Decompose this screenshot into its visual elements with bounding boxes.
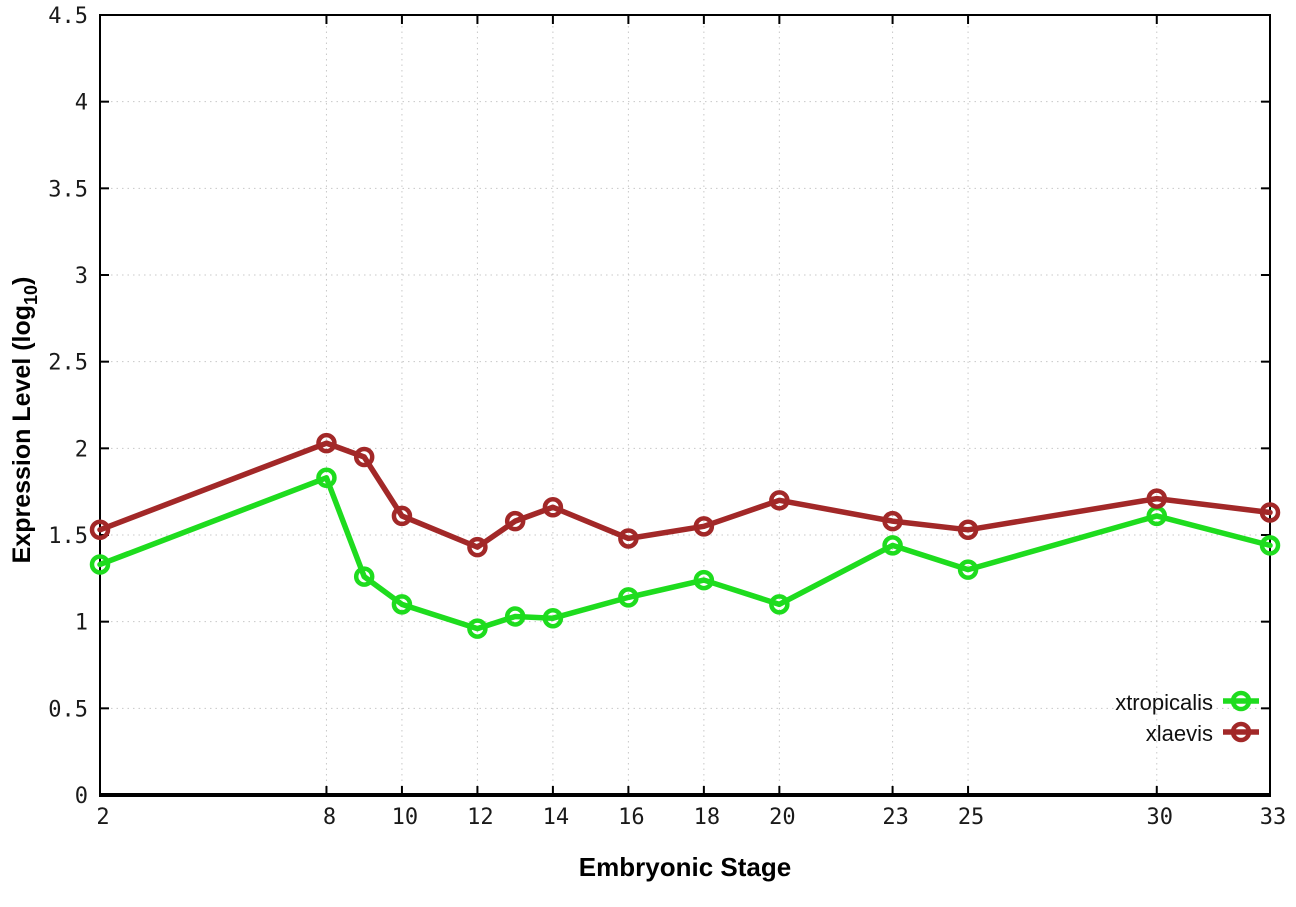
data-point-xtropicalis-stage-10 bbox=[391, 594, 413, 615]
data-point-xtropicalis-stage-9 bbox=[353, 566, 375, 587]
grid-layer bbox=[100, 15, 1270, 795]
legend-item-xlaevis: xlaevis bbox=[1146, 721, 1259, 746]
x-tick-label-23: 23 bbox=[882, 805, 909, 830]
x-tick-label-30: 30 bbox=[1147, 805, 1174, 830]
plot-border bbox=[99, 14, 1271, 796]
data-point-xlaevis-stage-12 bbox=[467, 536, 488, 558]
y-tick-label-4: 4 bbox=[75, 91, 88, 116]
series-line-xtropicalis bbox=[97, 475, 1273, 632]
y-tick-label-3: 3 bbox=[75, 264, 88, 289]
tick-layer bbox=[99, 14, 1271, 796]
y-axis-title: Expression Level (log10) bbox=[8, 277, 41, 564]
data-point-xlaevis-stage-30 bbox=[1146, 488, 1168, 509]
data-point-xlaevis-stage-8 bbox=[316, 432, 337, 454]
x-tick-label-2: 2 bbox=[96, 805, 109, 830]
data-point-xlaevis-stage-9 bbox=[353, 446, 375, 468]
x-axis-title: Embryonic Stage bbox=[579, 852, 791, 882]
data-point-xlaevis-stage-18 bbox=[693, 516, 715, 537]
legend-marker-xtropicalis bbox=[1230, 690, 1252, 712]
y-tick-label-1: 1 bbox=[75, 611, 88, 636]
legend-label-xlaevis: xlaevis bbox=[1146, 721, 1213, 746]
data-point-xlaevis-stage-23 bbox=[882, 510, 903, 532]
data-point-xlaevis-stage-14 bbox=[542, 497, 564, 518]
y-axis-title-suffix: ) bbox=[8, 277, 36, 285]
data-point-xtropicalis-stage-33 bbox=[1259, 535, 1281, 556]
y-tick-label-3.5: 3.5 bbox=[48, 177, 88, 202]
x-tick-label-18: 18 bbox=[694, 805, 721, 830]
y-tick-label-2: 2 bbox=[75, 437, 88, 462]
x-tick-label-16: 16 bbox=[618, 805, 645, 830]
y-tick-label-0.5: 0.5 bbox=[48, 697, 88, 722]
x-tick-label-12: 12 bbox=[467, 805, 494, 830]
data-point-xtropicalis-stage-20 bbox=[769, 594, 790, 615]
data-point-xlaevis-stage-10 bbox=[391, 505, 413, 527]
tick-label-layer: 2 8 10 12 14 16 18 20 23 25 30 33 0 0.5 1 1.5 2 2.5 3 3.5 4 4… bbox=[48, 4, 1286, 830]
data-point-xlaevis-stage-13 bbox=[504, 510, 526, 532]
data-point-xlaevis-stage-33 bbox=[1259, 502, 1281, 523]
data-point-xtropicalis-stage-8 bbox=[316, 467, 337, 489]
x-tick-label-33: 33 bbox=[1260, 805, 1287, 830]
data-point-xtropicalis-stage-16 bbox=[618, 587, 639, 608]
data-point-xlaevis-stage-2 bbox=[89, 519, 111, 541]
x-tick-label-10: 10 bbox=[392, 805, 419, 830]
data-point-xtropicalis-stage-13 bbox=[504, 606, 526, 627]
data-point-xtropicalis-stage-25 bbox=[957, 559, 979, 580]
legend: xtropicalis xlaevis bbox=[1115, 690, 1259, 746]
data-point-xlaevis-stage-25 bbox=[957, 519, 979, 541]
x-tick-label-20: 20 bbox=[769, 805, 796, 830]
data-point-xlaevis-stage-16 bbox=[618, 528, 639, 549]
y-tick-label-1.5: 1.5 bbox=[48, 524, 88, 549]
y-axis-title-subscript: 10 bbox=[21, 285, 41, 305]
legend-label-xtropicalis: xtropicalis bbox=[1115, 690, 1213, 715]
series-line-xlaevis bbox=[97, 440, 1273, 550]
y-tick-label-4.5: 4.5 bbox=[48, 4, 88, 29]
data-point-xtropicalis-stage-12 bbox=[467, 618, 488, 639]
legend-item-xtropicalis: xtropicalis bbox=[1115, 690, 1259, 715]
data-point-xtropicalis-stage-18 bbox=[693, 569, 715, 591]
x-tick-label-14: 14 bbox=[543, 805, 570, 830]
data-point-xtropicalis-stage-14 bbox=[542, 607, 564, 629]
y-tick-label-0: 0 bbox=[75, 784, 88, 809]
legend-marker-xlaevis bbox=[1230, 721, 1252, 743]
x-tick-label-8: 8 bbox=[323, 805, 336, 830]
series-layer bbox=[89, 432, 1281, 639]
x-tick-label-25: 25 bbox=[958, 805, 985, 830]
y-axis-title-main: Expression Level (log bbox=[8, 305, 36, 563]
data-point-xtropicalis-stage-2 bbox=[89, 554, 111, 575]
y-tick-label-2.5: 2.5 bbox=[48, 351, 88, 376]
data-point-xtropicalis-stage-23 bbox=[882, 535, 903, 556]
data-point-xlaevis-stage-20 bbox=[769, 490, 790, 511]
